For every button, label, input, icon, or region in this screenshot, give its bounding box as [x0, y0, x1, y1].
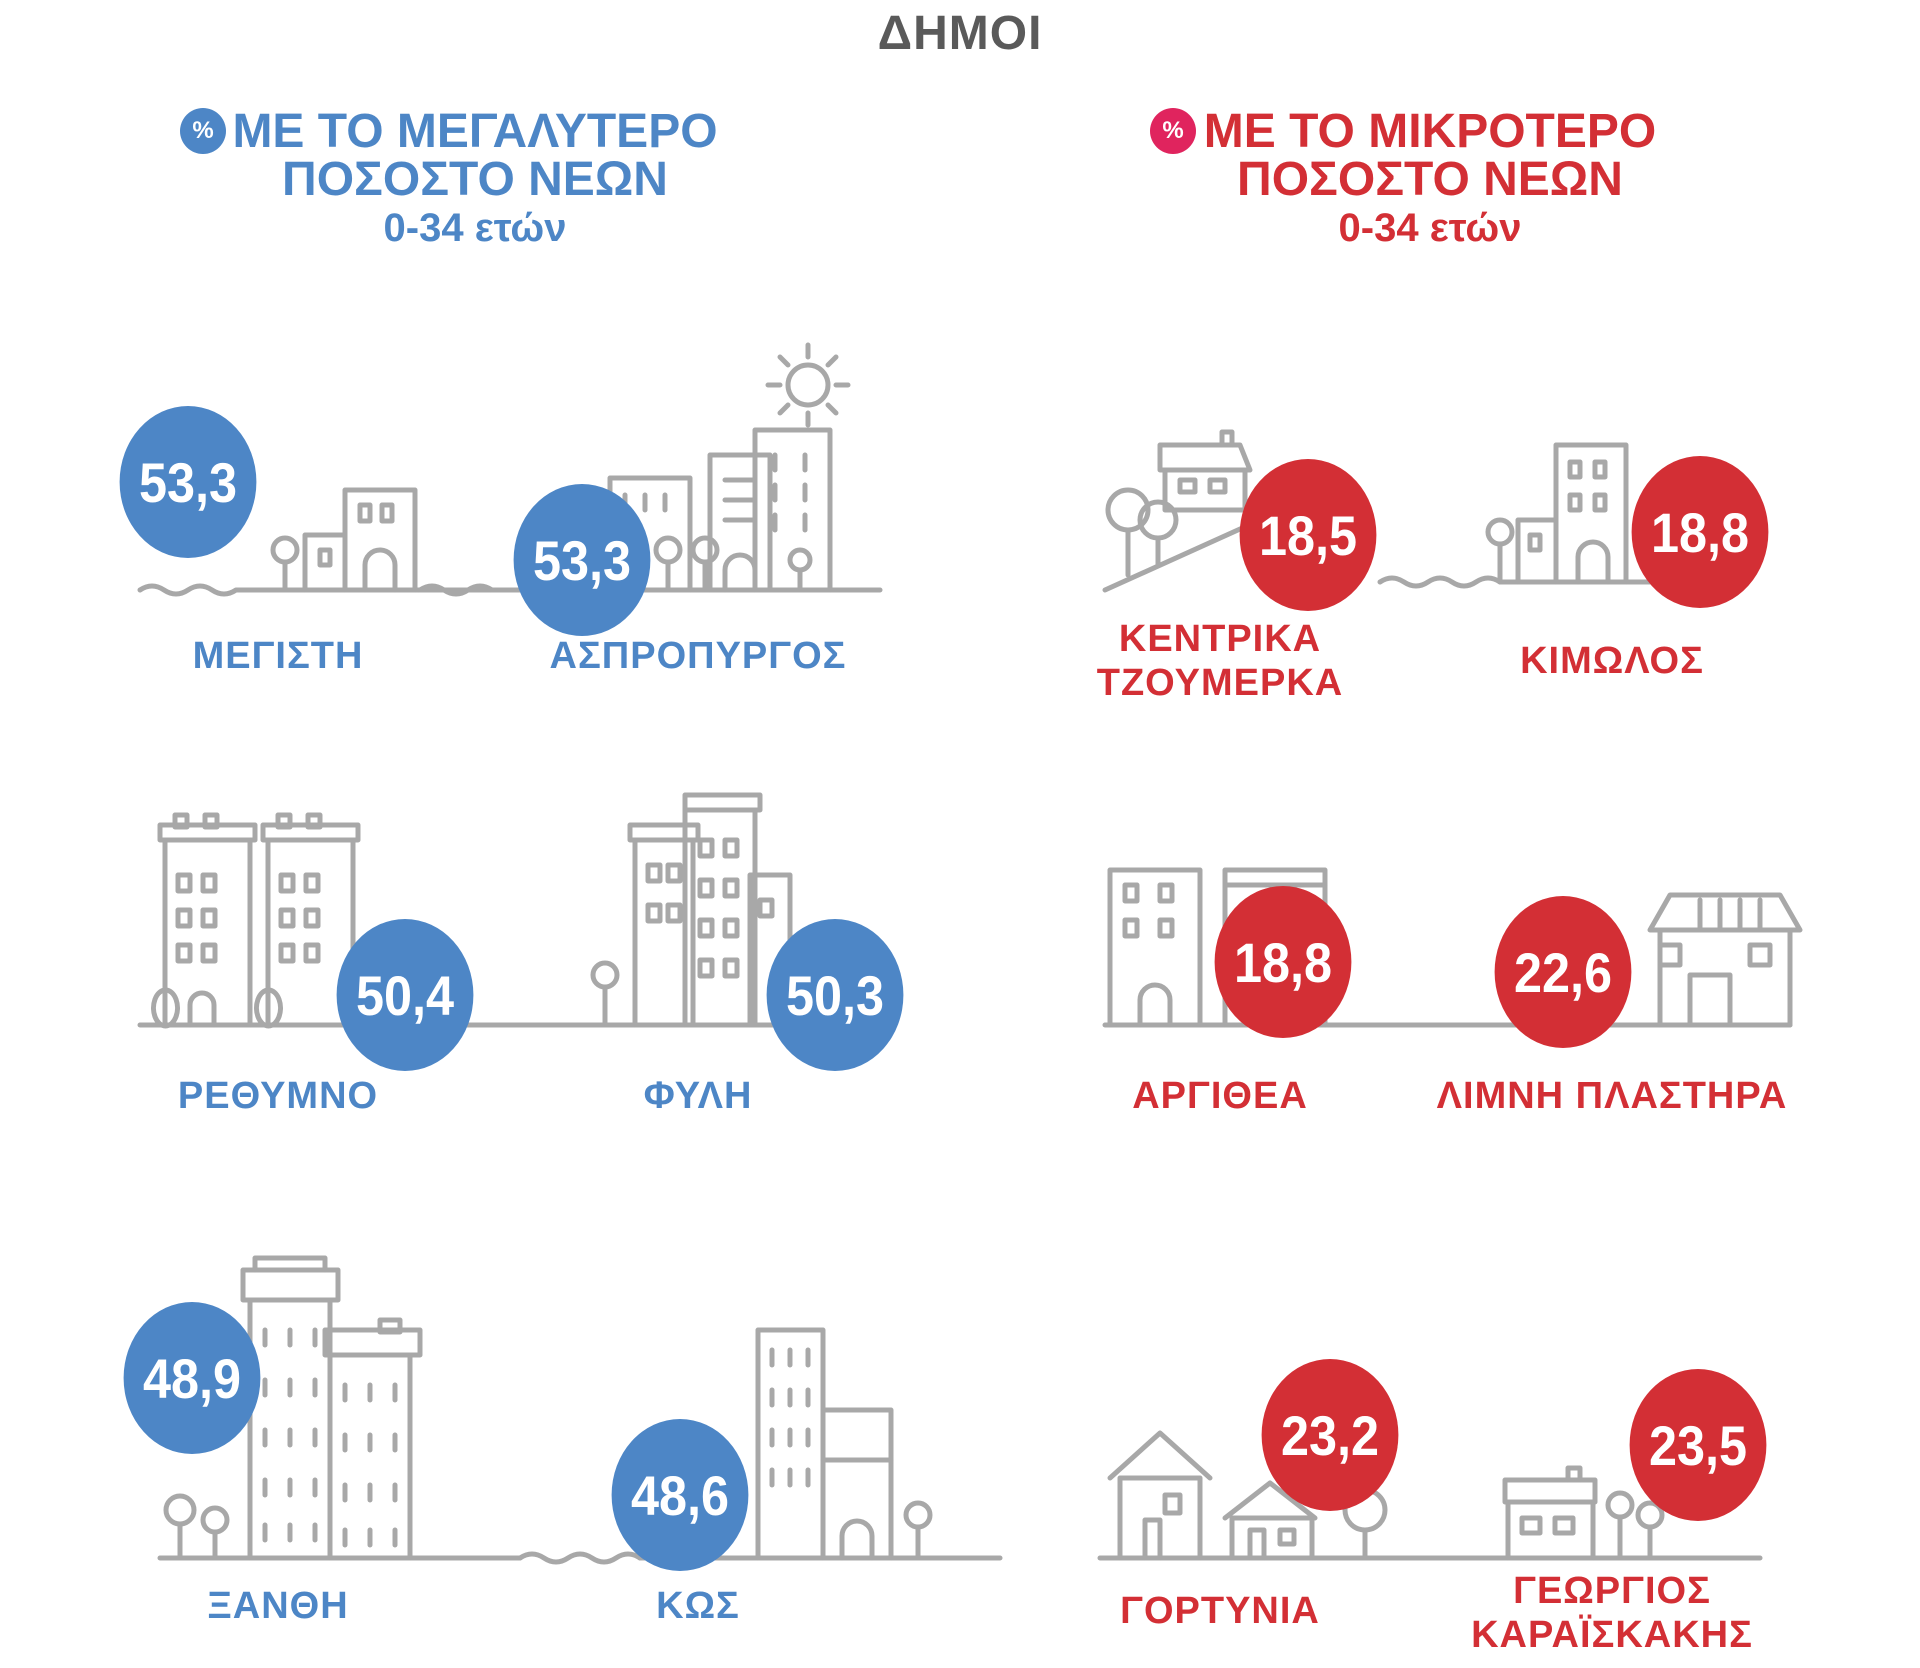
- wave-ground-icon: [1377, 575, 1703, 589]
- lowest-label-line1: ΛΙΜΝΗ ΠΛΑΣΤΗΡΑ: [1436, 1075, 1788, 1117]
- village-houses-icon: [1485, 442, 1629, 585]
- country-houses-icon: [1107, 1430, 1388, 1561]
- highest-municipality-label: ΞΑΝΘΗ: [207, 1585, 349, 1627]
- lowest-value-circle: 18,8: [1631, 456, 1769, 608]
- highest-value-circle: 53,3: [513, 484, 651, 636]
- lowest-value-circle: 22,6: [1494, 896, 1632, 1048]
- lowest-label-line1: ΚΙΜΩΛΟΣ: [1520, 640, 1704, 682]
- lowest-label-line2: ΤΖΟΥΜΕΡΚΑ: [1096, 661, 1344, 704]
- wave-ground-icon: [417, 583, 495, 597]
- lowest-value-circle: 18,8: [1214, 886, 1352, 1038]
- left-heading-line1: ΜΕ ΤΟ ΜΕΓΑΛΥΤΕΡΟ: [232, 105, 718, 158]
- percent-badge-blue: %: [180, 108, 226, 154]
- highest-value-circle: 53,3: [119, 406, 257, 558]
- highest-value-circle: 50,4: [336, 919, 474, 1071]
- twin-towers-icon: [151, 812, 361, 1029]
- downtown-buildings-icon: [755, 1327, 933, 1561]
- left-heading: ΜΕ ΤΟ ΜΕΓΑΛΥΤΕΡΟ ΠΟΣΟΣΤΟ ΝΕΩΝ 0-34 ετών: [230, 105, 720, 250]
- highest-value-circle: 48,9: [123, 1302, 261, 1454]
- highest-municipality-label: ΚΩΣ: [656, 1585, 740, 1627]
- wave-ground-icon: [137, 583, 669, 597]
- lowest-label-line1: ΚΕΝΤΡΙΚΑ: [1118, 618, 1322, 660]
- lowest-label-line1: ΓΕΩΡΓΙΟΣ: [1513, 1570, 1711, 1612]
- highest-municipality-label: ΦΥΛΗ: [643, 1075, 753, 1117]
- shop-house-icon: [1647, 892, 1803, 1028]
- highest-municipality-label: ΑΣΠΡΟΠΥΡΓΟΣ: [549, 635, 847, 677]
- tall-towers-icon: [163, 1255, 423, 1561]
- page-title: ΔΗΜΟΙ: [877, 7, 1043, 60]
- right-heading: ΜΕ ΤΟ ΜΙΚΡΟΤΕΡΟ ΠΟΣΟΣΤΟ ΝΕΩΝ 0-34 ετών: [1200, 105, 1660, 250]
- lowest-municipality-label: ΚΕΝΤΡΙΚΑ ΤΖΟΥΜΕΡΚΑ: [1097, 618, 1344, 705]
- lowest-value-circle: 23,2: [1261, 1359, 1399, 1511]
- right-heading-line3: 0-34 ετών: [1338, 206, 1522, 250]
- right-heading-line1: ΜΕ ΤΟ ΜΙΚΡΟΤΕΡΟ: [1203, 105, 1657, 158]
- highest-municipality-label: ΜΕΓΙΣΤΗ: [192, 635, 364, 677]
- lowest-municipality-label: ΓΟΡΤΥΝΙΑ: [1120, 1590, 1320, 1634]
- right-heading-line2: ΠΟΣΟΣΤΟ ΝΕΩΝ: [1237, 153, 1623, 206]
- lowest-label-line1: ΑΡΓΙΘΕΑ: [1132, 1075, 1308, 1117]
- wave-ground-icon: [517, 1551, 643, 1565]
- small-houses-icon: [270, 487, 418, 593]
- lowest-municipality-label: ΓΕΩΡΓΙΟΣ ΚΑΡΑΪΣΚΑΚΗΣ: [1471, 1570, 1753, 1657]
- lowest-label-line1: ΓΟΡΤΥΝΙΑ: [1120, 1590, 1320, 1632]
- percent-badge-pink: %: [1150, 108, 1196, 154]
- highest-municipality-label: ΡΕΘΥΜΝΟ: [177, 1075, 379, 1117]
- sun-icon: [765, 342, 851, 428]
- office-buildings-icon: [590, 792, 793, 1028]
- highest-value-circle: 50,3: [766, 919, 904, 1071]
- left-heading-line3: 0-34 ετών: [383, 206, 567, 250]
- cottage-house-icon: [1502, 1465, 1665, 1561]
- lowest-label-line2: ΚΑΡΑΪΣΚΑΚΗΣ: [1471, 1613, 1753, 1656]
- lowest-value-circle: 18,5: [1239, 459, 1377, 611]
- hill-houses-icon: [1102, 429, 1263, 593]
- lowest-value-circle: 23,5: [1629, 1369, 1767, 1521]
- lowest-municipality-label: ΑΡΓΙΘΕΑ: [1132, 1075, 1308, 1119]
- lowest-municipality-label: ΚΙΜΩΛΟΣ: [1520, 640, 1704, 684]
- lowest-municipality-label: ΛΙΜΝΗ ΠΛΑΣΤΗΡΑ: [1437, 1075, 1788, 1119]
- left-heading-line2: ΠΟΣΟΣΤΟ ΝΕΩΝ: [282, 153, 668, 206]
- highest-value-circle: 48,6: [611, 1419, 749, 1571]
